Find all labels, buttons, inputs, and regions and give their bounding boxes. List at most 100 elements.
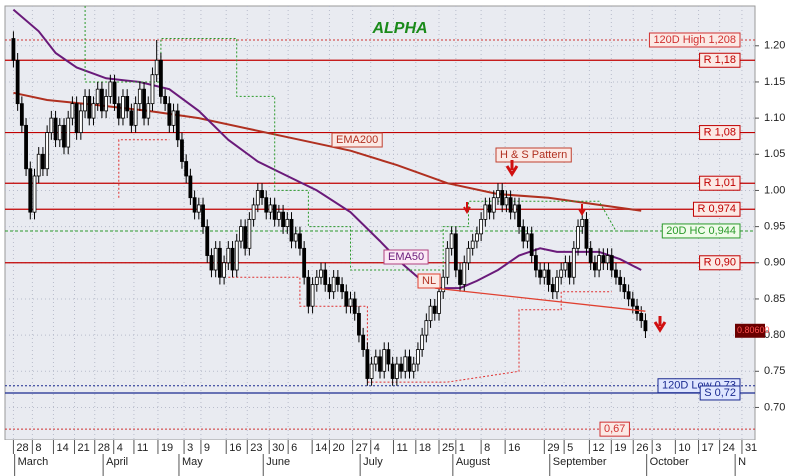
level-label: NL: [422, 275, 436, 287]
candle-body: [348, 298, 353, 307]
candle-body: [251, 204, 256, 220]
x-tick-label: 31: [745, 442, 757, 454]
candle-body: [184, 161, 189, 177]
level-label: R 1,08: [704, 126, 736, 138]
candle-body: [175, 110, 180, 141]
level-label-box: [648, 32, 741, 48]
candle-body: [344, 291, 349, 307]
level-label: EMA200: [336, 134, 378, 146]
y-tick-label: 1.05: [764, 148, 785, 160]
candle-body: [584, 218, 589, 249]
level-label: 0,67: [604, 423, 625, 435]
x-tick-label: 28: [16, 442, 28, 454]
candle-body: [331, 276, 336, 293]
candle-body: [298, 233, 302, 249]
candle-body: [470, 240, 475, 249]
level-label: EMA50: [388, 251, 424, 263]
candle-body: [28, 168, 33, 213]
x-tick-label: 19: [614, 442, 626, 454]
candle-body: [319, 269, 323, 278]
candle-body: [407, 356, 412, 372]
candle-body: [268, 204, 273, 213]
candle-body: [196, 204, 201, 213]
candle-body: [116, 103, 121, 119]
candle-body: [453, 233, 458, 271]
candle-body: [576, 226, 580, 249]
candle-body: [563, 262, 568, 271]
candle-body: [36, 153, 41, 177]
candle-body: [104, 96, 109, 112]
candle-body: [137, 88, 142, 105]
candle-body: [154, 59, 159, 76]
candle-body: [83, 96, 87, 112]
x-tick-label: 1: [459, 442, 465, 454]
candle-body: [352, 298, 357, 314]
candle-body: [19, 103, 24, 126]
x-tick-label: 23: [250, 442, 262, 454]
candle-body: [306, 276, 311, 307]
candle-body: [542, 269, 547, 278]
candle-body: [550, 284, 555, 293]
arrow: [653, 316, 667, 333]
candle-body: [382, 349, 387, 372]
level-label-box: [699, 385, 741, 401]
level-label-box: [331, 132, 383, 148]
candle-body: [369, 363, 374, 379]
candle-body: [416, 349, 420, 365]
candle-body: [281, 211, 285, 228]
candle-body: [386, 349, 391, 365]
level-label-box: [699, 175, 741, 191]
arrow: [578, 204, 586, 216]
month-label: March: [18, 456, 49, 468]
candle-body: [525, 233, 530, 242]
candle-body: [129, 110, 134, 126]
candle-body: [491, 197, 496, 213]
candle-body: [222, 262, 227, 278]
candle-body: [428, 305, 433, 322]
y-tick-label: 1.10: [764, 112, 785, 124]
level-label-box: [417, 273, 441, 289]
x-axis-band: [0, 440, 797, 476]
x-tick-label: 17: [702, 442, 714, 454]
candle-body: [121, 96, 125, 119]
candle-body: [517, 204, 521, 228]
x-tick-label: 16: [229, 442, 241, 454]
candle-body: [432, 305, 437, 314]
candle-body: [234, 240, 239, 271]
candle-body: [335, 276, 340, 285]
candle-body: [504, 197, 509, 206]
x-tick-label: 4: [374, 442, 380, 454]
candle-body: [420, 334, 425, 350]
x-tick-label: 11: [137, 442, 148, 454]
candle-body: [361, 334, 366, 350]
month-label: September: [553, 456, 607, 468]
x-tick-label: 26: [636, 442, 648, 454]
month-label: October: [650, 456, 689, 468]
candle-body: [53, 117, 58, 141]
candle-body: [243, 226, 248, 249]
candle-body: [188, 175, 193, 199]
candle-body: [533, 255, 538, 271]
candle-body: [70, 103, 75, 119]
candle-body: [108, 81, 113, 97]
candle-body: [555, 276, 559, 293]
candle-body: [399, 363, 403, 372]
month-label: July: [363, 456, 383, 468]
candle-body: [247, 218, 252, 249]
x-tick-label: 28: [98, 442, 110, 454]
candle-body: [95, 88, 100, 105]
candle-body: [529, 233, 534, 256]
level-label: R 1,18: [704, 54, 736, 66]
candle-body: [45, 132, 50, 170]
candle-body: [357, 313, 361, 336]
y-tick-label: 1.15: [764, 76, 785, 88]
x-tick-label: 19: [161, 442, 173, 454]
x-tick-label: 30: [272, 442, 284, 454]
y-tick-label: 0.85: [764, 293, 785, 305]
candle-body: [626, 291, 631, 300]
candle-body: [167, 103, 172, 126]
candle-body: [580, 218, 585, 228]
x-tick-label: 20: [332, 442, 344, 454]
candle-body: [57, 124, 62, 141]
